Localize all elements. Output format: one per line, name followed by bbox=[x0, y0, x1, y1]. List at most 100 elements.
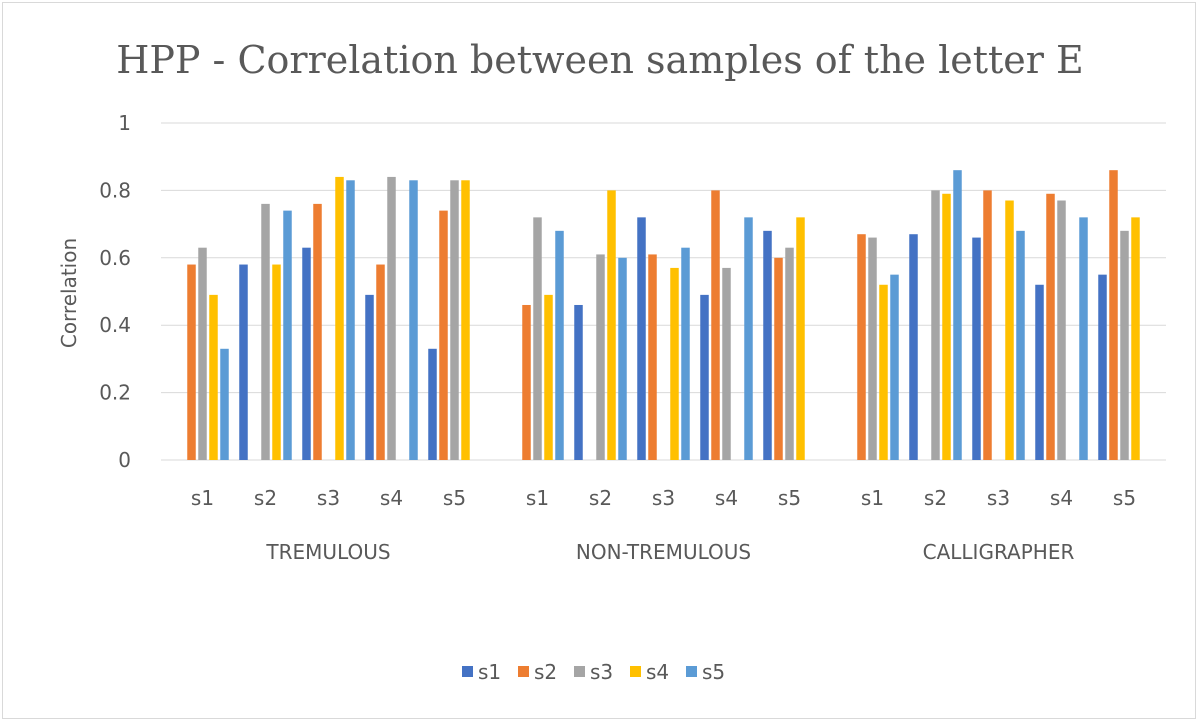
y-tick-label: 0.6 bbox=[99, 246, 131, 270]
bar-tremulous-s1-s5 bbox=[220, 348, 229, 460]
bar-calligrapher-s3-s1 bbox=[972, 237, 981, 460]
x-tick-label: s1 bbox=[526, 486, 549, 510]
bar-non-tremulous-s4-s3 bbox=[722, 267, 731, 460]
bar-calligrapher-s2-s3 bbox=[931, 190, 940, 460]
bar-non-tremulous-s4-s2 bbox=[711, 190, 720, 460]
bar-tremulous-s5-s2 bbox=[439, 210, 448, 460]
bar-tremulous-s5-s4 bbox=[461, 180, 470, 461]
x-axis-category-labels: s1 s2 s3 s4 s5 s1 s2 s3 s4 s5 s1 s2 s3 s4 s5 bbox=[191, 486, 1136, 510]
bar-non-tremulous-s3-s1 bbox=[637, 217, 646, 460]
x-tick-label: s3 bbox=[652, 486, 675, 510]
x-tick-label: s2 bbox=[924, 486, 947, 510]
bar-tremulous-s3-s5 bbox=[346, 180, 355, 461]
legend-label-s1: s1 bbox=[478, 660, 501, 684]
legend-label-s3: s3 bbox=[590, 660, 613, 684]
x-tick-label: s4 bbox=[715, 486, 738, 510]
legend-label-s2: s2 bbox=[534, 660, 557, 684]
x-tick-label: s2 bbox=[254, 486, 277, 510]
bar-calligrapher-s2-s5 bbox=[953, 170, 962, 460]
x-tick-label: s3 bbox=[987, 486, 1010, 510]
bar-tremulous-s3-s2 bbox=[313, 203, 322, 460]
y-tick-label: 1 bbox=[118, 111, 131, 135]
chart-svg: HPP - Correlation between samples of the… bbox=[57, 38, 1166, 684]
bar-non-tremulous-s1-s2 bbox=[522, 304, 531, 460]
bar-non-tremulous-s5-s1 bbox=[763, 230, 772, 460]
x-tick-label: s5 bbox=[1113, 486, 1136, 510]
bar-calligrapher-s4-s2 bbox=[1046, 193, 1055, 460]
bar-tremulous-s1-s3 bbox=[198, 247, 207, 460]
legend-swatch-s1 bbox=[462, 666, 473, 677]
bar-calligrapher-s3-s5 bbox=[1016, 230, 1025, 460]
bar-calligrapher-s4-s1 bbox=[1035, 284, 1044, 460]
bar-calligrapher-s1-s2 bbox=[857, 234, 866, 460]
bar-non-tremulous-s3-s5 bbox=[681, 247, 690, 460]
bar-non-tremulous-s1-s5 bbox=[555, 230, 564, 460]
x-tick-label: s5 bbox=[443, 486, 466, 510]
legend: s1 s2 s3 s4 s5 bbox=[462, 660, 725, 684]
bar-tremulous-s2-s5 bbox=[283, 210, 292, 460]
bar-calligrapher-s1-s4 bbox=[879, 284, 888, 460]
legend-swatch-s5 bbox=[686, 666, 697, 677]
bar-non-tremulous-s2-s4 bbox=[607, 190, 616, 460]
bar-tremulous-s4-s2 bbox=[376, 264, 385, 460]
x-tick-label: s4 bbox=[380, 486, 403, 510]
bar-calligrapher-s2-s4 bbox=[942, 193, 951, 460]
bar-non-tremulous-s4-s1 bbox=[700, 294, 709, 460]
x-tick-label: s2 bbox=[589, 486, 612, 510]
legend-swatch-s4 bbox=[630, 666, 641, 677]
bar-tremulous-s4-s5 bbox=[409, 180, 418, 461]
bar-calligrapher-s4-s3 bbox=[1057, 200, 1066, 460]
bar-non-tremulous-s2-s3 bbox=[596, 254, 605, 460]
bar-tremulous-s1-s4 bbox=[209, 294, 218, 460]
group-label: CALLIGRAPHER bbox=[923, 540, 1075, 564]
x-axis-group-labels: TREMULOUS NON-TREMULOUS CALLIGRAPHER bbox=[265, 540, 1074, 564]
bar-calligrapher-s5-s2 bbox=[1109, 170, 1118, 460]
bar-non-tremulous-s4-s5 bbox=[744, 217, 753, 460]
legend-swatch-s3 bbox=[574, 666, 585, 677]
x-tick-label: s1 bbox=[191, 486, 214, 510]
y-axis-label: Correlation bbox=[57, 238, 81, 348]
chart-title: HPP - Correlation between samples of the… bbox=[116, 38, 1084, 82]
bar-non-tremulous-s2-s1 bbox=[574, 304, 583, 460]
bar-tremulous-s4-s3 bbox=[387, 176, 396, 461]
bar-non-tremulous-s3-s4 bbox=[670, 267, 679, 460]
x-tick-label: s3 bbox=[317, 486, 340, 510]
y-tick-label: 0 bbox=[118, 448, 131, 472]
bar-calligrapher-s5-s1 bbox=[1098, 274, 1107, 460]
bar-non-tremulous-s1-s3 bbox=[533, 217, 542, 460]
bar-non-tremulous-s3-s2 bbox=[648, 254, 657, 460]
bar-tremulous-s2-s3 bbox=[261, 203, 270, 460]
bar-tremulous-s5-s1 bbox=[428, 348, 437, 460]
bar-calligrapher-s5-s3 bbox=[1120, 230, 1129, 460]
group-label: NON-TREMULOUS bbox=[576, 540, 751, 564]
x-tick-label: s4 bbox=[1050, 486, 1073, 510]
bar-tremulous-s3-s4 bbox=[335, 176, 344, 461]
x-tick-label: s5 bbox=[778, 486, 801, 510]
bar-non-tremulous-s5-s3 bbox=[785, 247, 794, 460]
y-tick-label: 0.4 bbox=[99, 313, 131, 337]
legend-swatch-s2 bbox=[518, 666, 529, 677]
bar-calligrapher-s2-s1 bbox=[909, 234, 918, 460]
y-tick-label: 0.2 bbox=[99, 381, 131, 405]
group-label: TREMULOUS bbox=[265, 540, 390, 564]
bar-calligrapher-s5-s4 bbox=[1131, 217, 1140, 460]
bar-tremulous-s2-s1 bbox=[239, 264, 248, 460]
bar-tremulous-s3-s1 bbox=[302, 247, 311, 460]
y-tick-label: 0.8 bbox=[99, 178, 131, 202]
legend-label-s4: s4 bbox=[646, 660, 669, 684]
gridlines bbox=[161, 122, 1166, 461]
bar-non-tremulous-s5-s2 bbox=[774, 257, 783, 460]
bar-calligrapher-s1-s3 bbox=[868, 237, 877, 460]
bar-calligrapher-s1-s5 bbox=[890, 274, 899, 460]
bar-tremulous-s1-s2 bbox=[187, 264, 196, 460]
bar-non-tremulous-s1-s4 bbox=[544, 294, 553, 460]
bar-calligrapher-s3-s2 bbox=[983, 190, 992, 460]
legend-label-s5: s5 bbox=[702, 660, 725, 684]
bar-tremulous-s2-s4 bbox=[272, 264, 281, 460]
bar-non-tremulous-s2-s5 bbox=[618, 257, 627, 460]
bar-calligrapher-s3-s4 bbox=[1005, 200, 1014, 460]
bar-tremulous-s4-s1 bbox=[365, 294, 374, 460]
bar-calligrapher-s4-s5 bbox=[1079, 217, 1088, 460]
bar-tremulous-s5-s3 bbox=[450, 180, 459, 461]
